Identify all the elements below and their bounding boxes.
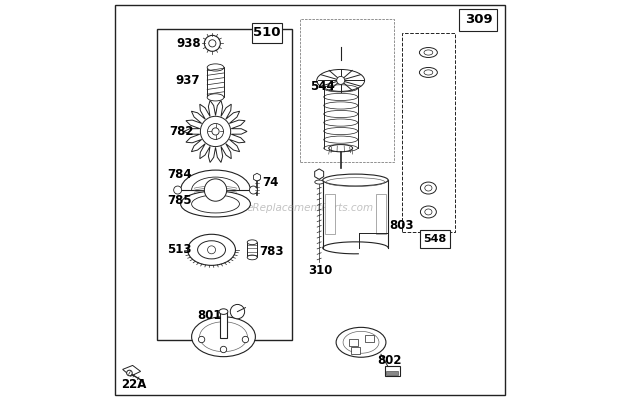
Ellipse shape — [419, 68, 437, 78]
Ellipse shape — [192, 317, 255, 357]
Bar — [386, 371, 398, 375]
Text: 548: 548 — [423, 234, 446, 244]
Circle shape — [174, 186, 182, 194]
Ellipse shape — [419, 48, 437, 58]
Ellipse shape — [207, 64, 224, 71]
Bar — [351, 347, 360, 354]
Ellipse shape — [200, 322, 247, 352]
Circle shape — [205, 179, 227, 201]
Ellipse shape — [324, 110, 358, 118]
Text: 801: 801 — [197, 309, 222, 322]
Polygon shape — [123, 366, 141, 376]
Text: eReplacementParts.com: eReplacementParts.com — [246, 203, 374, 213]
Text: 310: 310 — [308, 264, 333, 278]
Text: 803: 803 — [390, 220, 414, 232]
Bar — [219, 312, 228, 338]
Ellipse shape — [324, 119, 358, 126]
Ellipse shape — [247, 255, 257, 260]
Circle shape — [220, 346, 227, 353]
Circle shape — [212, 128, 219, 135]
Polygon shape — [315, 169, 324, 179]
Ellipse shape — [324, 144, 358, 152]
Text: 22A: 22A — [122, 378, 147, 391]
Ellipse shape — [324, 136, 358, 143]
Circle shape — [242, 336, 249, 343]
Bar — [247, 242, 257, 258]
Circle shape — [337, 76, 345, 84]
Ellipse shape — [424, 70, 433, 75]
Ellipse shape — [324, 85, 358, 92]
Bar — [365, 335, 374, 342]
Ellipse shape — [324, 93, 358, 100]
Ellipse shape — [198, 241, 226, 259]
Text: 782: 782 — [170, 125, 194, 138]
Bar — [252, 23, 282, 42]
Text: 309: 309 — [464, 13, 492, 26]
Text: 938: 938 — [176, 37, 201, 50]
Bar — [420, 230, 449, 248]
Bar — [459, 9, 497, 30]
Ellipse shape — [336, 327, 386, 357]
Text: 784: 784 — [167, 168, 192, 180]
Ellipse shape — [324, 102, 358, 109]
Ellipse shape — [207, 94, 224, 101]
Ellipse shape — [420, 206, 436, 218]
Bar — [349, 339, 358, 346]
Ellipse shape — [192, 195, 239, 213]
Circle shape — [198, 336, 205, 343]
Circle shape — [208, 246, 216, 254]
Circle shape — [126, 370, 132, 376]
Ellipse shape — [247, 240, 257, 245]
Polygon shape — [254, 173, 260, 181]
Text: 544: 544 — [310, 80, 335, 93]
Ellipse shape — [315, 180, 324, 184]
Ellipse shape — [324, 128, 358, 135]
Circle shape — [205, 35, 220, 51]
Text: 74: 74 — [262, 176, 278, 188]
Ellipse shape — [180, 191, 250, 217]
Text: 785: 785 — [167, 194, 192, 206]
Ellipse shape — [343, 331, 379, 353]
Bar — [376, 194, 386, 234]
Ellipse shape — [323, 174, 388, 186]
Ellipse shape — [424, 50, 433, 55]
Bar — [402, 32, 456, 232]
Bar — [300, 19, 394, 162]
Ellipse shape — [329, 144, 353, 152]
Text: 783: 783 — [259, 245, 283, 258]
Bar — [325, 194, 335, 234]
Circle shape — [200, 116, 231, 146]
Text: 802: 802 — [377, 354, 402, 367]
Ellipse shape — [425, 209, 432, 215]
Ellipse shape — [188, 234, 236, 265]
Circle shape — [208, 124, 223, 140]
Bar — [207, 68, 224, 97]
Text: 513: 513 — [167, 243, 192, 256]
Circle shape — [209, 40, 216, 47]
Text: 937: 937 — [175, 74, 200, 87]
Ellipse shape — [219, 309, 228, 314]
Text: 510: 510 — [254, 26, 281, 39]
Circle shape — [249, 186, 257, 194]
Circle shape — [230, 304, 245, 319]
Polygon shape — [184, 100, 247, 162]
Ellipse shape — [425, 185, 432, 191]
Ellipse shape — [420, 182, 436, 194]
Bar — [385, 366, 400, 376]
Bar — [156, 28, 292, 340]
